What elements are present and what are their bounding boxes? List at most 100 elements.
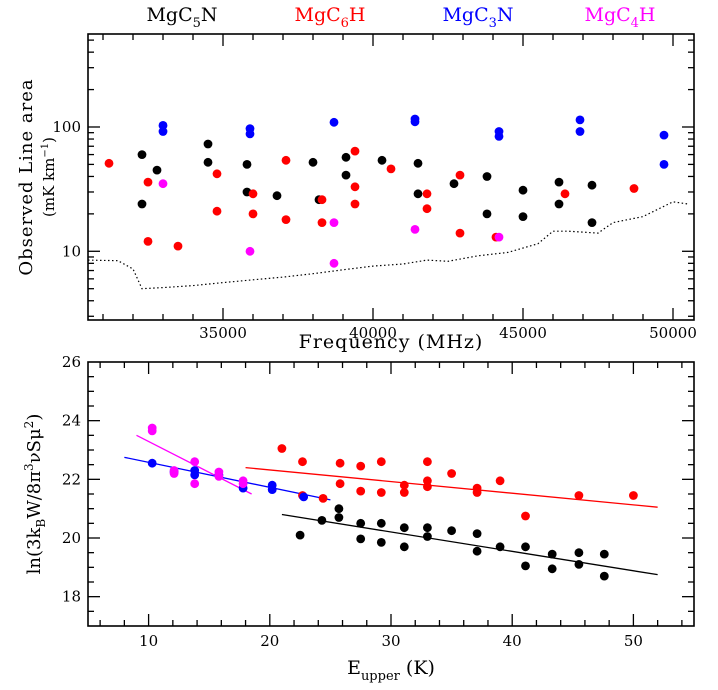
bottom-point-series-2 xyxy=(399,488,409,497)
bottom-point-series-4 xyxy=(190,479,200,489)
legend-entry-3-tail: N xyxy=(497,4,514,26)
legend-entry-4-tail: H xyxy=(639,4,656,26)
legend-entry-4: MgC4H xyxy=(584,4,655,31)
top-point-series-2 xyxy=(422,204,432,214)
bottom-x-tick-label: 40 xyxy=(503,632,522,650)
bottom-x-tick-label: 50 xyxy=(624,632,643,650)
top-x-tick-label: 40000 xyxy=(349,324,397,342)
top-point-series-2 xyxy=(281,155,291,165)
bottom-point-series-1 xyxy=(495,542,505,552)
bottom-x-label-sub: upper xyxy=(361,669,401,684)
bottom-point-series-2 xyxy=(356,461,366,471)
bottom-point-series-1 xyxy=(472,529,482,538)
bottom-point-series-3 xyxy=(147,458,157,468)
top-point-series-2 xyxy=(212,169,222,179)
top-x-tick-label: 45000 xyxy=(499,324,547,342)
top-point-series-4 xyxy=(329,258,339,268)
bottom-y-tick-label: 18 xyxy=(62,588,81,606)
noise-level-line xyxy=(87,201,689,290)
legend-entry-1-tail: N xyxy=(201,4,218,26)
top-point-series-2 xyxy=(248,209,258,219)
top-point-series-1 xyxy=(413,189,423,199)
top-point-series-2 xyxy=(317,195,327,205)
top-point-series-2 xyxy=(560,189,570,199)
bottom-point-series-4 xyxy=(238,479,248,489)
legend-entry-3-base: MgC xyxy=(442,4,488,26)
top-point-series-2 xyxy=(350,146,360,156)
bottom-y-tick-label: 26 xyxy=(62,353,81,371)
bottom-point-series-1 xyxy=(574,548,584,558)
top-point-series-3 xyxy=(659,130,669,140)
bottom-point-series-1 xyxy=(599,571,609,581)
bottom-point-series-1 xyxy=(447,526,456,536)
bottom-point-series-3 xyxy=(299,492,309,502)
top-point-series-1 xyxy=(152,165,162,175)
noise-level-path xyxy=(87,201,689,290)
bottom-point-series-1 xyxy=(399,523,409,533)
bottom-point-series-2 xyxy=(376,457,386,467)
top-point-series-1 xyxy=(482,209,492,219)
bottom-y-label-part-3: νSμ xyxy=(24,428,45,463)
bottom-axis-ticks xyxy=(88,362,694,626)
top-point-series-1 xyxy=(272,191,282,201)
top-point-series-1 xyxy=(413,158,423,168)
bottom-point-series-3 xyxy=(267,485,277,494)
bottom-y-axis-label: ln(3kBW/8π3νSμ2) xyxy=(22,414,48,575)
top-point-series-1 xyxy=(518,185,528,195)
top-point-series-1 xyxy=(137,199,147,209)
top-point-series-2 xyxy=(350,182,360,192)
top-y-axis-unit: (mK km−1) xyxy=(40,137,58,217)
top-point-series-4 xyxy=(158,179,168,189)
bottom-point-series-1 xyxy=(376,538,386,547)
legend-entry-4-base: MgC xyxy=(584,4,630,26)
top-point-series-2 xyxy=(422,189,432,199)
top-point-series-3 xyxy=(494,132,504,141)
top-point-series-2 xyxy=(455,170,465,180)
bottom-point-series-1 xyxy=(472,546,482,556)
top-x-tick-label: 50000 xyxy=(649,324,697,342)
top-y-unit-exponent: −1 xyxy=(40,143,51,158)
bottom-point-series-2 xyxy=(376,488,386,497)
top-point-series-1 xyxy=(341,152,351,162)
top-point-series-1 xyxy=(554,177,564,187)
bottom-point-series-2 xyxy=(318,494,328,503)
top-point-series-3 xyxy=(158,121,168,130)
bottom-point-series-2 xyxy=(399,480,409,490)
top-point-series-2 xyxy=(212,206,222,216)
bottom-point-series-1 xyxy=(521,561,530,571)
bottom-point-series-1 xyxy=(356,518,366,528)
legend-entry-1: MgC5N xyxy=(146,4,217,31)
bottom-point-series-2 xyxy=(629,491,638,500)
top-y-tick-label: 10 xyxy=(62,242,81,260)
bottom-y-label-sub-b: B xyxy=(34,519,48,528)
top-y-unit-open: (mK km xyxy=(40,158,58,217)
top-point-series-1 xyxy=(341,170,351,180)
top-point-series-3 xyxy=(329,117,339,127)
bottom-point-series-1 xyxy=(547,549,557,559)
top-x-tick-label: 35000 xyxy=(199,324,247,342)
top-point-series-2 xyxy=(248,189,258,199)
legend-entry-2: MgC6H xyxy=(294,4,365,31)
top-plot-frame xyxy=(87,33,695,321)
top-y-tick-label: 100 xyxy=(52,118,81,136)
bottom-point-series-1 xyxy=(521,542,530,552)
bottom-point-series-1 xyxy=(317,516,327,525)
top-point-series-1 xyxy=(203,139,213,149)
top-y-axis-label: Observed Line area xyxy=(16,78,37,275)
top-point-series-1 xyxy=(137,150,147,160)
bottom-point-series-2 xyxy=(335,458,345,468)
top-point-series-1 xyxy=(482,172,492,181)
bottom-y-label-part-2: W/8π xyxy=(24,471,45,519)
bottom-point-series-3 xyxy=(190,470,200,480)
legend-entry-4-sub: 4 xyxy=(631,16,639,31)
bottom-point-series-2 xyxy=(298,457,307,467)
fit-line-1 xyxy=(124,456,331,501)
top-point-series-3 xyxy=(410,117,420,127)
top-point-series-1 xyxy=(587,180,597,190)
top-y-unit-close: ) xyxy=(40,137,58,143)
legend-entry-2-tail: H xyxy=(349,4,366,26)
bottom-point-series-2 xyxy=(472,488,482,497)
top-point-series-3 xyxy=(575,115,585,125)
fit-lines xyxy=(124,434,658,576)
legend-entry-2-base: MgC xyxy=(294,4,340,26)
